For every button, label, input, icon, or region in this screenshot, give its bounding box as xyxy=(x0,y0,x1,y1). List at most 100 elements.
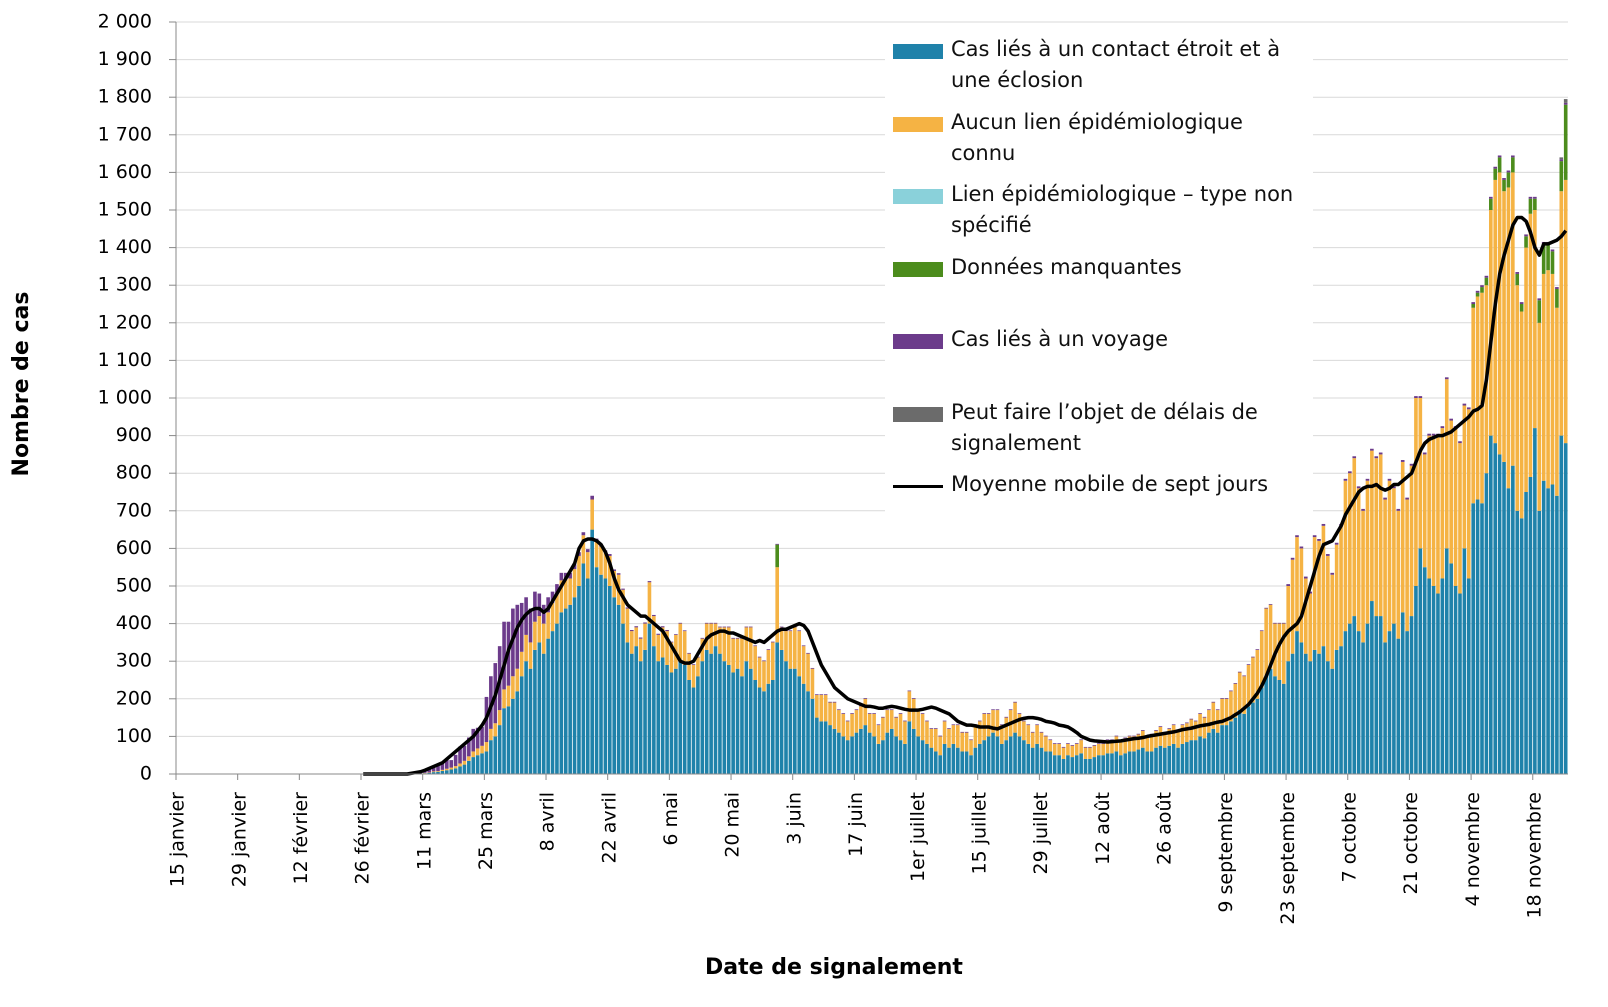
bar-segment xyxy=(462,764,467,774)
bar-segment xyxy=(1356,486,1361,489)
bar-segment xyxy=(1317,653,1321,774)
bar-segment xyxy=(612,569,617,571)
bar-segment xyxy=(1268,604,1273,669)
bar-segment xyxy=(1378,454,1383,617)
bar-segment xyxy=(1370,601,1374,774)
bars xyxy=(392,99,1568,774)
bar-segment xyxy=(1466,578,1471,774)
bar-segment xyxy=(1171,743,1176,774)
bar-segment xyxy=(1132,736,1136,752)
bar-segment xyxy=(867,713,872,733)
bar-segment xyxy=(1436,435,1440,594)
x-tick-label: 18 novembre xyxy=(1523,792,1545,918)
bar-segment xyxy=(1048,751,1053,774)
x-tick-label: 7 octobre xyxy=(1338,792,1360,882)
bar-segment xyxy=(1405,499,1409,632)
bar-segment xyxy=(726,626,731,628)
bar-segment xyxy=(819,694,824,696)
bar-segment xyxy=(1365,478,1370,481)
legend-label: Aucun lien épidémiologique connu xyxy=(951,109,1243,165)
bar-segment xyxy=(938,736,942,756)
bar-segment xyxy=(607,586,612,774)
bar-segment xyxy=(603,552,608,579)
bar-segment xyxy=(1185,722,1189,724)
bar-segment xyxy=(960,751,965,774)
bar-segment xyxy=(964,731,969,733)
bar-segment xyxy=(1343,478,1348,481)
bar-segment xyxy=(911,698,916,699)
bar-segment xyxy=(920,713,925,714)
bar-segment xyxy=(770,680,775,774)
bar-segment xyxy=(1259,631,1264,688)
bar-segment xyxy=(731,637,735,639)
bar-segment xyxy=(1444,548,1449,774)
x-tick-label: 4 novembre xyxy=(1462,792,1484,906)
legend-item: Moyenne mobile de sept jours xyxy=(893,469,1313,509)
bar-segment xyxy=(1233,683,1238,684)
bar-segment xyxy=(1321,525,1326,647)
bar-segment xyxy=(1202,716,1207,718)
bar-segment xyxy=(757,687,762,774)
bar-segment xyxy=(1387,480,1392,632)
bar-segment xyxy=(1326,661,1330,774)
bar-segment xyxy=(1321,646,1326,774)
bar-segment xyxy=(1180,743,1185,774)
bar-segment xyxy=(541,623,546,654)
bar-segment xyxy=(1022,720,1026,722)
bar-segment xyxy=(1079,739,1083,741)
bar-segment xyxy=(903,721,907,744)
bar-segment xyxy=(1229,721,1233,774)
bar-segment xyxy=(1555,307,1559,496)
bar-segment xyxy=(515,691,520,774)
bar-segment xyxy=(779,626,784,628)
bar-segment xyxy=(933,728,938,729)
bar-segment xyxy=(1352,458,1357,617)
bar-segment xyxy=(1559,191,1564,436)
bar-segment xyxy=(1149,734,1154,752)
bar-segment xyxy=(810,667,815,669)
bar-segment xyxy=(1295,631,1299,774)
bar-segment xyxy=(1158,726,1163,727)
bar-segment xyxy=(744,661,749,774)
bar-segment xyxy=(1462,548,1467,774)
bar-segment xyxy=(669,672,674,774)
bar-segment xyxy=(757,657,762,688)
bar-segment xyxy=(1070,745,1075,758)
bar-segment xyxy=(1088,746,1092,748)
bar-segment xyxy=(986,713,991,737)
bar-segment xyxy=(634,646,639,774)
bar-segment xyxy=(1348,473,1352,624)
bar-segment xyxy=(660,657,665,774)
x-tick-label: 12 août xyxy=(1092,792,1114,865)
bar-segment xyxy=(612,570,617,598)
y-tick-label: 700 xyxy=(116,499,152,521)
bar-segment xyxy=(458,746,462,764)
bar-segment xyxy=(784,631,788,662)
bar-segment xyxy=(1440,428,1445,579)
bar-segment xyxy=(458,766,462,774)
bar-segment xyxy=(1233,717,1238,774)
bar-segment xyxy=(1281,683,1286,774)
bar-segment xyxy=(951,743,956,774)
bar-segment xyxy=(1299,642,1304,774)
bar-segment xyxy=(801,683,806,774)
bar-segment xyxy=(638,661,643,774)
bar-segment xyxy=(1422,454,1427,568)
bar-segment xyxy=(1057,743,1061,756)
legend-swatch xyxy=(893,485,943,488)
bar-segment xyxy=(1123,737,1128,739)
bar-segment xyxy=(1193,721,1198,741)
bar-segment xyxy=(1057,743,1061,744)
bar-segment xyxy=(678,623,683,662)
bar-segment xyxy=(797,631,802,677)
bar-segment xyxy=(885,709,890,711)
x-tick-label: 9 septembre xyxy=(1215,792,1237,913)
bar-segment xyxy=(1105,739,1110,741)
bar-segment xyxy=(1427,435,1431,579)
bar-segment xyxy=(449,767,454,770)
bar-segment xyxy=(978,743,982,774)
bar-segment xyxy=(625,608,630,643)
bar-segment xyxy=(1207,709,1211,711)
bar-segment xyxy=(718,627,722,654)
bar-segment xyxy=(1008,736,1013,774)
